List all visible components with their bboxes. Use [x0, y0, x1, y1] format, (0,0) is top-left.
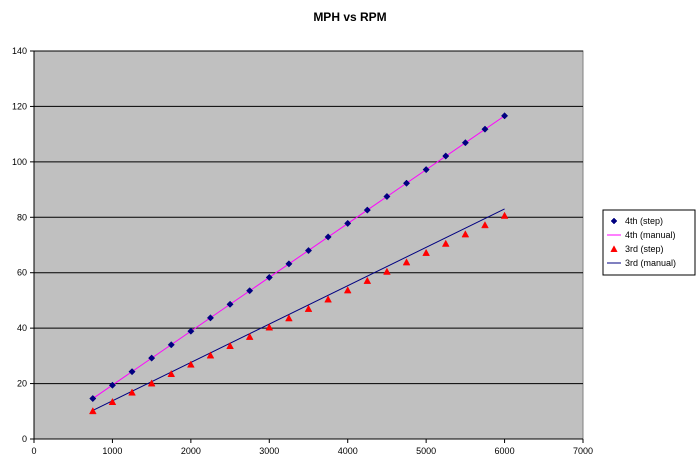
data-point: [383, 192, 391, 201]
data-point: [128, 388, 136, 396]
x-tick-label-6000: 6000: [495, 446, 515, 456]
y-tick-label-140: 140: [12, 46, 27, 56]
data-point: [167, 369, 176, 378]
data-point: [285, 314, 293, 322]
data-point: [246, 287, 254, 295]
data-point: [89, 394, 97, 403]
data-point: [343, 286, 352, 294]
data-point: [402, 258, 411, 266]
data-point: [187, 327, 195, 335]
series-layer: [89, 112, 509, 415]
y-tick-label-0: 0: [22, 434, 27, 444]
plot-area: [33, 50, 584, 440]
data-point: [108, 381, 116, 389]
data-point: [304, 246, 313, 255]
data-point: [167, 341, 175, 349]
x-tick-label-5000: 5000: [416, 446, 436, 456]
data-point: [226, 341, 234, 350]
data-point: [441, 239, 450, 247]
legend: 4th (step) 4th (manual) 3rd (step) 3rd (man…: [602, 209, 696, 276]
legend-box: [602, 209, 696, 276]
y-tick-label-40: 40: [17, 323, 27, 333]
x-tick-label-1000: 1000: [102, 446, 122, 456]
x-tick-label-0: 0: [31, 446, 36, 456]
y-tick-label-60: 60: [17, 268, 27, 278]
data-point: [147, 379, 156, 387]
series-line-1: [92, 115, 505, 399]
chart-title: MPH vs RPM: [313, 10, 386, 24]
data-point: [128, 368, 136, 376]
data-point: [344, 219, 352, 227]
data-point: [324, 295, 332, 303]
data-point: [383, 267, 391, 275]
series-3: [92, 208, 505, 411]
y-tick-label-100: 100: [12, 157, 27, 167]
series-0: [89, 112, 509, 403]
data-point: [324, 233, 332, 241]
data-point: [206, 314, 215, 322]
series-2: [89, 211, 509, 415]
y-tick-label-20: 20: [17, 379, 27, 389]
data-point: [245, 332, 254, 340]
data-point: [265, 273, 273, 281]
plot-background: [33, 50, 584, 440]
data-point: [501, 112, 509, 120]
data-point: [363, 276, 372, 284]
data-point: [422, 248, 430, 256]
data-point: [461, 230, 470, 238]
data-point: [89, 407, 97, 415]
legend-label-2: 3rd (step): [625, 244, 664, 254]
data-point: [304, 304, 313, 312]
legend-swatch-2: [610, 245, 618, 252]
x-tick-label-4000: 4000: [338, 446, 358, 456]
legend-label-3: 3rd (manual): [625, 258, 676, 268]
data-point: [461, 139, 469, 147]
data-point: [285, 260, 293, 268]
data-point: [481, 221, 489, 229]
axes: 0 20 40 60 80 100 120 140 0 1000 2000 3000 4000 5000 6…: [12, 46, 593, 456]
legend-label-0: 4th (step): [625, 216, 663, 226]
series-1: [92, 115, 505, 399]
data-point: [265, 323, 274, 331]
series-line-3: [92, 208, 505, 411]
data-point: [442, 152, 450, 160]
data-point: [226, 300, 234, 308]
x-tick-label-7000: 7000: [573, 446, 593, 456]
y-tick-label-80: 80: [17, 212, 27, 222]
data-point: [187, 360, 195, 368]
legend-label-1: 4th (manual): [625, 230, 676, 240]
data-point: [148, 354, 156, 362]
data-point: [402, 179, 411, 187]
data-point: [363, 206, 371, 214]
data-point: [108, 397, 117, 406]
legend-swatch-0: [610, 217, 618, 225]
data-point: [481, 125, 489, 133]
x-tick-label-2000: 2000: [181, 446, 201, 456]
data-point: [500, 211, 509, 219]
data-point: [422, 166, 430, 174]
x-tick-label-3000: 3000: [259, 446, 279, 456]
data-point: [206, 351, 215, 359]
y-tick-label-120: 120: [12, 101, 27, 111]
